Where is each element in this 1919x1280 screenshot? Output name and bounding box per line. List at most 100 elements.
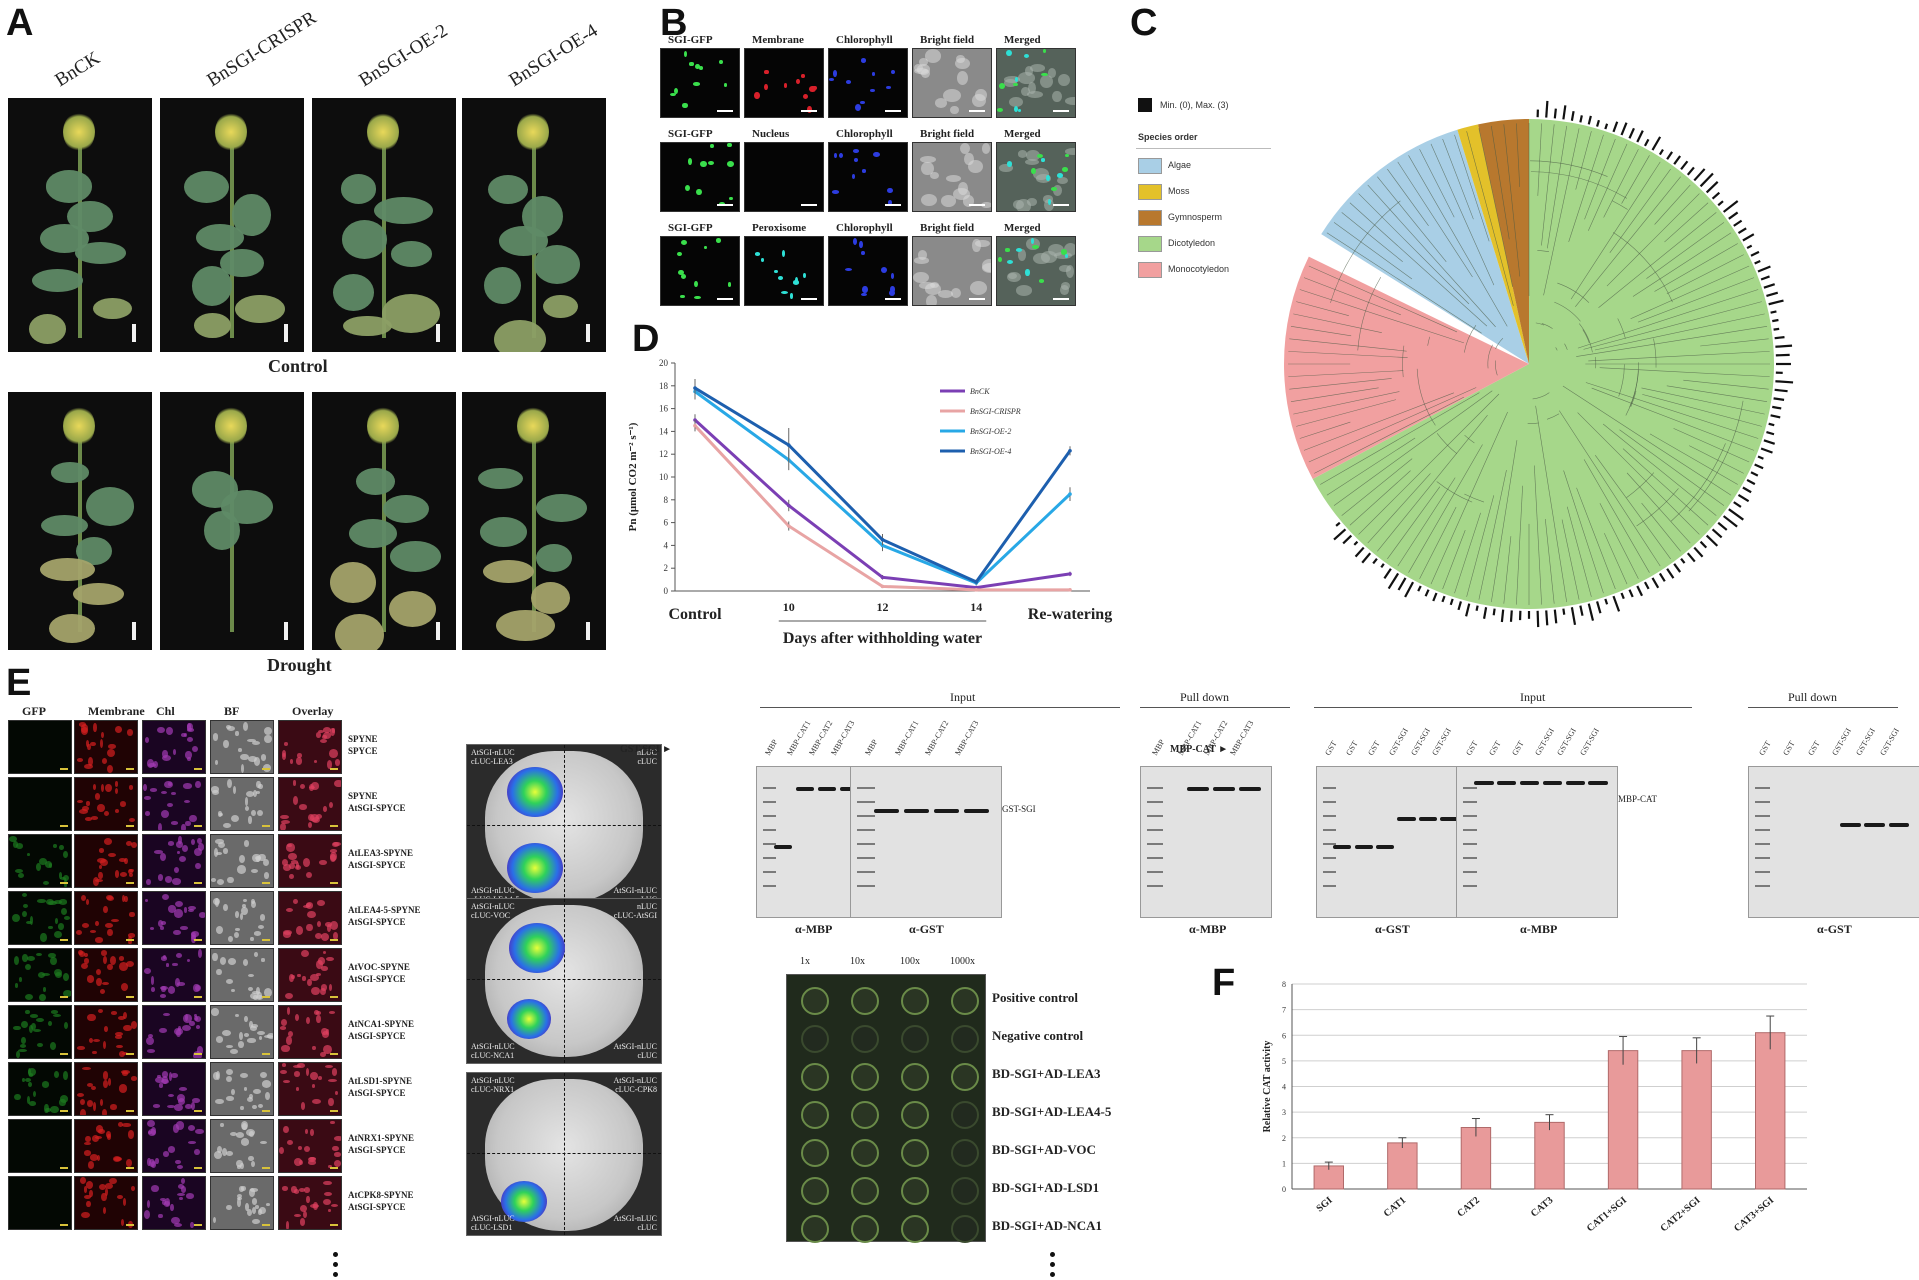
signal-spot xyxy=(263,726,272,735)
signal-spot xyxy=(281,858,288,866)
tree-value-bar xyxy=(1562,105,1567,120)
x-tick-label: CAT1 xyxy=(1382,1195,1409,1220)
signal-spot xyxy=(324,1191,333,1196)
scale-bar xyxy=(586,622,590,640)
ladder-band xyxy=(763,871,777,873)
tree-arc xyxy=(1554,301,1581,322)
plant-leaf xyxy=(382,294,441,334)
data-point xyxy=(693,423,697,428)
tree-value-bar xyxy=(1774,336,1785,340)
signal-spot xyxy=(80,1108,87,1115)
tree-value-bar xyxy=(1711,528,1723,539)
scale-bar xyxy=(132,622,136,640)
signal-spot xyxy=(16,1051,20,1058)
signal-spot xyxy=(161,810,169,819)
signal-spot xyxy=(179,1196,183,1201)
ladder-band xyxy=(1755,801,1770,803)
plant-leaf xyxy=(234,294,285,324)
signal-spot xyxy=(85,898,89,905)
fluorescent-spot xyxy=(1025,269,1030,276)
signal-spot xyxy=(102,1041,106,1049)
tree-value-bar xyxy=(1553,108,1557,119)
scale-bar xyxy=(126,768,134,770)
signal-spot xyxy=(128,817,136,823)
protein-band xyxy=(1397,817,1416,821)
cell-texture xyxy=(981,143,991,155)
signal-spot xyxy=(239,855,246,864)
tree-value-bar xyxy=(1492,608,1496,616)
tree-arc xyxy=(1357,276,1382,351)
plant-leaf xyxy=(28,313,66,344)
protein-band xyxy=(1497,781,1517,785)
signal-spot xyxy=(176,953,182,958)
signal-spot xyxy=(162,754,172,761)
ladder-band xyxy=(1147,843,1163,845)
tree-branch xyxy=(1576,487,1616,590)
fluorescent-spot xyxy=(727,143,732,148)
signal-spot xyxy=(279,1147,285,1155)
tree-branch xyxy=(1568,134,1604,242)
x-tick-label: CAT2 xyxy=(1455,1195,1482,1220)
plant-leaf xyxy=(41,514,89,537)
y-tick-label: 3 xyxy=(1282,1108,1286,1117)
tree-branch xyxy=(1299,421,1351,439)
signal-spot xyxy=(171,821,178,825)
plant-photo-control xyxy=(462,98,606,352)
bifc-image xyxy=(142,891,206,945)
tree-value-bar xyxy=(1750,250,1760,257)
signal-spot xyxy=(102,1207,106,1215)
signal-spot xyxy=(299,804,308,810)
plant-leaf xyxy=(31,268,84,293)
tree-branch xyxy=(1563,470,1604,594)
signal-spot xyxy=(300,1102,306,1111)
tree-branch xyxy=(1591,387,1755,451)
tree-arc xyxy=(1617,318,1626,339)
panel-a-row-drought: Drought xyxy=(267,655,332,675)
signal-spot xyxy=(118,1050,126,1058)
fluorescent-spot xyxy=(754,252,761,256)
signal-spot xyxy=(326,956,334,961)
scale-bar xyxy=(126,1167,134,1169)
lane-label: GST xyxy=(1487,739,1503,757)
yeast-row-label: BD-SGI+AD-LEA4-5 xyxy=(992,1104,1112,1119)
bifc-row-label: SPYNE xyxy=(348,791,378,801)
fluorescent-spot xyxy=(1065,254,1069,258)
signal-spot xyxy=(246,1096,253,1102)
signal-spot xyxy=(122,1123,131,1127)
data-point xyxy=(786,443,791,447)
signal-spot xyxy=(144,968,152,975)
signal-spot xyxy=(294,1157,303,1166)
dilution-label: 1000x xyxy=(950,956,975,967)
signal-spot xyxy=(39,858,48,865)
signal-spot xyxy=(302,975,306,981)
tree-branch xyxy=(1654,184,1691,225)
signal-spot xyxy=(107,852,117,858)
plant-flowers xyxy=(63,112,95,152)
signal-spot xyxy=(99,1098,103,1106)
signal-spot xyxy=(262,859,270,867)
scale-bar xyxy=(885,110,901,112)
bifc-row-label: SPYCE xyxy=(348,746,378,756)
signal-spot xyxy=(316,1014,321,1024)
protein-band xyxy=(795,787,815,791)
signal-spot xyxy=(319,1051,326,1058)
signal-spot xyxy=(257,1031,266,1036)
protein-band xyxy=(933,809,959,813)
more-dot xyxy=(333,1252,338,1257)
scale-bar xyxy=(969,298,985,300)
quadrant-divider-v xyxy=(564,1073,565,1235)
signal-spot xyxy=(219,812,224,816)
bifc-image xyxy=(142,1176,206,1230)
lane-label: GST xyxy=(1781,739,1797,757)
signal-spot xyxy=(191,839,196,846)
ladder-band xyxy=(1755,843,1770,845)
y-tick-label: 8 xyxy=(1282,980,1286,989)
signal-spot xyxy=(98,848,105,853)
signal-spot xyxy=(168,1072,172,1082)
signal-spot xyxy=(240,1105,244,1111)
signal-spot xyxy=(194,780,201,789)
tree-branch xyxy=(1619,429,1725,506)
signal-spot xyxy=(59,1095,69,1104)
tree-value-bar xyxy=(1774,388,1788,393)
signal-spot xyxy=(97,858,107,864)
